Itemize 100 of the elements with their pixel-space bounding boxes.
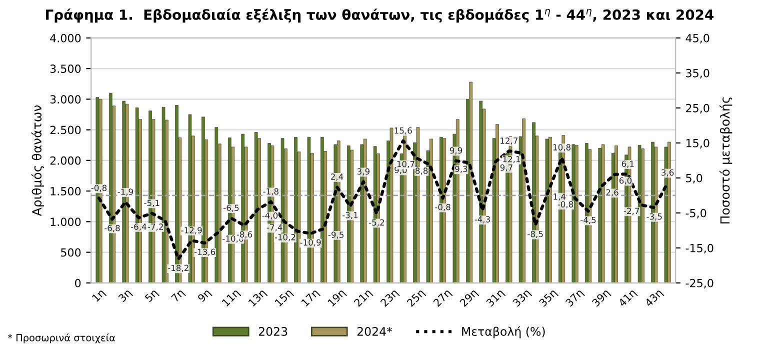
y-tick-label: 3.500 [50, 64, 81, 73]
x-tick-label: 31η [486, 288, 506, 308]
x-tick-label: 37η [565, 288, 585, 308]
y-axis-title: Αριθμός θανάτων [31, 105, 44, 216]
x-tick-label: 9η [197, 288, 212, 304]
data-label: -10,9 [300, 239, 321, 246]
y-tick-label: 2.500 [50, 126, 81, 134]
x-tick-label: 1η [92, 288, 107, 304]
data-label: -1,9 [118, 188, 134, 196]
data-label: 6,0 [619, 177, 632, 184]
x-tick-label: 27η [432, 288, 453, 308]
bar [496, 124, 499, 283]
legend-label: 2023 [258, 326, 288, 336]
data-label: 6,1 [622, 160, 634, 168]
y2-tick-label: 15,0 [686, 138, 710, 148]
bar [572, 144, 576, 283]
bar [601, 144, 605, 283]
x-tick-label: 25η [406, 288, 426, 308]
data-label: 15,6 [394, 127, 412, 135]
bar [545, 138, 549, 283]
data-label: 10,8 [553, 144, 571, 152]
legend-label: Μεταβολή (%) [462, 326, 545, 338]
data-label: -2,7 [624, 208, 640, 215]
bar [641, 148, 644, 283]
x-tick-label: 21η [354, 288, 374, 308]
y-tick-label: 1.000 [50, 218, 81, 226]
y2-tick-label: -15,0 [686, 244, 714, 254]
data-label: -13,6 [194, 248, 216, 256]
data-label: 12,7 [500, 138, 518, 145]
y-tick-label: 2.000 [50, 156, 81, 165]
data-label: -3,5 [646, 213, 662, 221]
y2-tick-label: 25,0 [686, 104, 710, 114]
y-tick-label: 500 [61, 248, 81, 257]
bar [430, 138, 433, 283]
y-tick-label: 0 [75, 278, 81, 288]
bar [548, 136, 552, 283]
bar [390, 128, 394, 283]
bar [162, 106, 166, 283]
data-label: 1,4 [554, 194, 566, 201]
data-label: -0,8 [91, 184, 107, 192]
data-label: 2,4 [331, 174, 344, 181]
x-tick-label: 35η [538, 288, 559, 308]
y2-tick-label: -5,0 [686, 208, 706, 218]
data-label: -4,0 [262, 212, 278, 220]
data-label: -0,8 [435, 204, 450, 212]
data-label: 10,7 [397, 160, 414, 168]
bar [214, 127, 218, 283]
x-tick-label: 43η [644, 288, 664, 309]
text: * Προσωρινά στοιχεία [8, 333, 116, 344]
bar [522, 118, 526, 283]
data-label: 9,7 [500, 164, 512, 172]
data-label: 9,0 [394, 166, 407, 174]
bar [598, 148, 602, 283]
data-label: -5,1 [144, 200, 160, 207]
y2-tick-label: 5,0 [686, 174, 702, 184]
x-tick-label: 39η [592, 288, 612, 308]
x-tick-label: 5η [144, 288, 160, 304]
data-label: 3,9 [357, 168, 370, 176]
data-label: -7,4 [266, 224, 282, 232]
data-label: -4,5 [580, 216, 596, 224]
data-label: 3,6 [662, 169, 674, 176]
data-label: 8,8 [415, 168, 428, 175]
y-tick-label: 4.000 [50, 34, 81, 42]
data-label: -6,4 [130, 224, 146, 231]
x-tick-label: 29η [459, 288, 480, 308]
y2-tick-label: 45,0 [686, 34, 710, 44]
y-tick-label: 3.000 [50, 95, 81, 104]
data-label: -6,5 [224, 204, 239, 212]
x-tick-label: 17η [301, 288, 321, 308]
y-tick-label: 1.500 [50, 187, 81, 196]
data-label: -4,3 [474, 216, 490, 224]
data-label: -7,2 [148, 224, 163, 231]
data-label: 9,9 [450, 147, 462, 154]
y2-tick-label: 35,0 [686, 68, 710, 78]
y2-axis-title: Ποσοστό μεταβολής [720, 97, 732, 224]
data-label: -18,2 [168, 264, 188, 272]
x-tick-label: 23η [380, 288, 400, 308]
x-tick-label: 7η [170, 288, 186, 304]
x-tick-label: 13η [248, 288, 268, 308]
x-tick-label: 41η [618, 288, 638, 309]
y2-tick-label: -25,0 [686, 278, 714, 288]
bar [469, 82, 473, 283]
data-label: -5,2 [368, 219, 384, 226]
legend-label: 2024* [357, 326, 392, 336]
x-tick-label: 33η [512, 288, 532, 308]
data-label: -10,2 [274, 234, 296, 242]
data-label: -8,5 [528, 230, 543, 238]
x-tick-label: 11η [222, 288, 242, 308]
data-label: -6,8 [104, 224, 120, 232]
bar [574, 144, 578, 283]
data-label: 9,3 [455, 166, 468, 173]
data-label: 12,1 [503, 156, 520, 164]
chart-title: Γράφημα 1. Εβδομαδιαία εξέλιξη των θανάτων, τις εβδομάδες 1$^{η}$ - 44$^{η}$, 2023 και 2024 [46, 8, 714, 23]
data-label: -12,9 [181, 227, 202, 234]
data-label: 2,6 [606, 189, 618, 196]
x-tick-label: 19η [327, 288, 347, 308]
data-label: -3,1 [342, 212, 358, 220]
data-label: -1,8 [263, 188, 278, 196]
x-tick-label: 3η [118, 288, 134, 304]
data-label: -9,5 [328, 232, 344, 239]
